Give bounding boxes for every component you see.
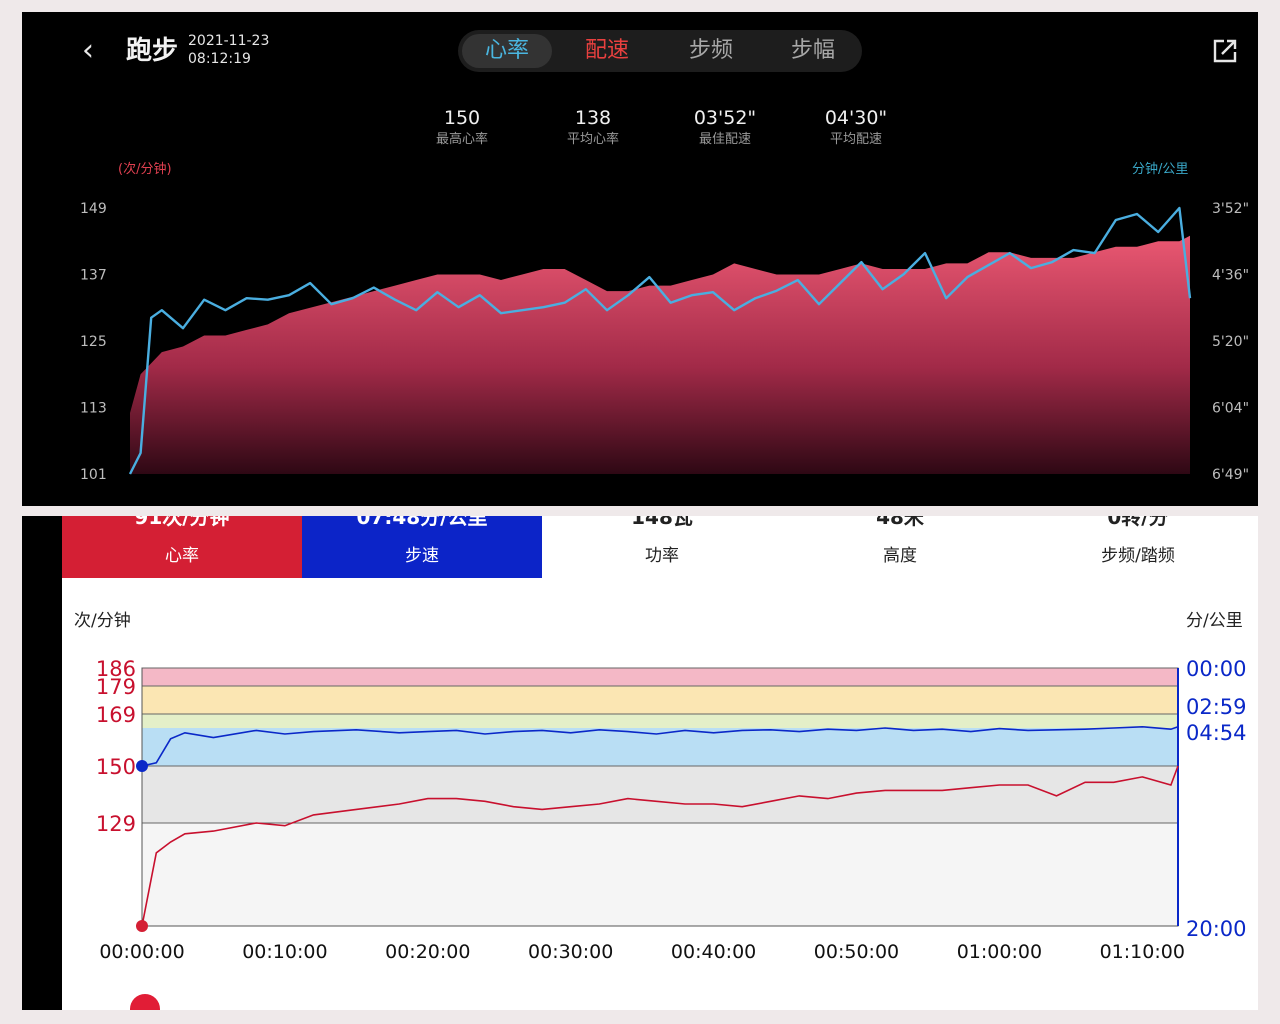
y2-tick-label: 4'36" bbox=[1212, 268, 1249, 284]
y2-tick-label: 3'52" bbox=[1212, 201, 1249, 217]
x-tick-label: 00:10:00 bbox=[242, 941, 327, 963]
heart-rate-start-dot bbox=[136, 920, 148, 932]
y-tick-label: 137 bbox=[80, 268, 107, 284]
tab-stride[interactable]: 步幅 bbox=[790, 38, 835, 63]
x-tick-label: 00:40:00 bbox=[671, 941, 756, 963]
y-tick-label: 150 bbox=[96, 755, 136, 779]
metric-value: 91次/分钟 bbox=[134, 516, 230, 529]
workout-datetime: 2021-11-23 08:12:19 bbox=[188, 32, 269, 68]
metric-label: 功率 bbox=[645, 546, 679, 566]
stat-max-heart-rate: 150 最高心率 bbox=[402, 106, 522, 150]
metric-label: 心率 bbox=[165, 546, 199, 566]
stat-label: 最高心率 bbox=[435, 132, 488, 147]
stat-avg-heart-rate: 138 平均心率 bbox=[533, 106, 653, 150]
tab-heart-rate[interactable]: 心率 bbox=[462, 34, 552, 68]
metric-label: 步频/踏频 bbox=[1101, 546, 1175, 566]
y2-tick-label: 6'49" bbox=[1212, 467, 1249, 483]
x-tick-label: 00:00:00 bbox=[99, 941, 184, 963]
metric-heart-rate[interactable]: 91次/分钟 心率 bbox=[62, 516, 302, 578]
stat-label: 平均心率 bbox=[566, 132, 619, 147]
tab-pace[interactable]: 配速 bbox=[584, 38, 629, 63]
workout-date: 2021-11-23 bbox=[188, 33, 270, 49]
scrub-handle[interactable] bbox=[130, 994, 160, 1010]
heart-rate-zone bbox=[142, 686, 1178, 714]
workout-detail-screen: 91次/分钟 心率 07:48分/公里 步速 148瓦 功率 48米 高度 0转… bbox=[22, 516, 1258, 1010]
stat-value: 03'52" bbox=[693, 107, 757, 129]
stat-value: 138 bbox=[574, 107, 612, 129]
y2-tick-label: 6'04" bbox=[1212, 401, 1249, 417]
y2-tick-label: 20:00 bbox=[1186, 917, 1247, 941]
x-tick-label: 00:50:00 bbox=[814, 941, 899, 963]
heart-rate-line bbox=[141, 765, 1179, 927]
tab-cadence[interactable]: 步频 bbox=[688, 38, 733, 63]
metric-label: 步速 bbox=[405, 546, 439, 566]
stat-best-pace: 03'52" 最佳配速 bbox=[665, 106, 785, 150]
y-tick-label: 186 bbox=[96, 657, 136, 681]
heart-rate-zone bbox=[142, 714, 1178, 728]
pace-start-dot bbox=[136, 760, 148, 772]
y-tick-label: 149 bbox=[80, 201, 107, 217]
metric-power[interactable]: 148瓦 功率 bbox=[542, 516, 782, 578]
metric-label: 高度 bbox=[883, 546, 917, 566]
y-tick-label: 129 bbox=[96, 812, 136, 836]
metric-tabbar: 心率 配速 步频 步幅 bbox=[458, 30, 862, 72]
heart-rate-unit-label: (次/分钟) bbox=[118, 162, 172, 177]
y-tick-label: 169 bbox=[96, 703, 136, 727]
workout-time: 08:12:19 bbox=[188, 51, 251, 67]
metric-value: 0转/分 bbox=[1107, 516, 1169, 529]
heart-rate-area bbox=[130, 235, 1190, 474]
top-chart: 149 137 125 113 101 3'52" 4'36" 5'20" 6'04" 6'49" bbox=[80, 201, 1249, 483]
y2-tick-label: 00:00 bbox=[1186, 657, 1247, 681]
x-tick-label: 00:20:00 bbox=[385, 941, 470, 963]
metric-value: 148瓦 bbox=[631, 516, 693, 529]
pace-line bbox=[128, 206, 1192, 475]
share-icon[interactable] bbox=[1210, 36, 1240, 66]
x-tick-label: 01:00:00 bbox=[957, 941, 1042, 963]
stat-value: 04'30" bbox=[824, 107, 888, 129]
metric-value: 07:48分/公里 bbox=[356, 516, 488, 529]
y-tick-label: 179 bbox=[96, 675, 136, 699]
y-tick-label: 125 bbox=[80, 334, 107, 350]
heart-rate-zone bbox=[142, 823, 1178, 926]
detail-content: 91次/分钟 心率 07:48分/公里 步速 148瓦 功率 48米 高度 0转… bbox=[62, 516, 1258, 1010]
metric-altitude[interactable]: 48米 高度 bbox=[780, 516, 1020, 578]
back-chevron-icon[interactable]: ‹ bbox=[82, 33, 94, 68]
stat-label: 平均配速 bbox=[829, 132, 882, 147]
pace-unit-label: 分/公里 bbox=[1186, 611, 1243, 631]
metric-value: 48米 bbox=[876, 516, 924, 529]
y-tick-label: 113 bbox=[80, 401, 107, 417]
pace-line bbox=[141, 725, 1179, 767]
stat-avg-pace: 04'30" 平均配速 bbox=[796, 106, 916, 150]
page-title: 跑步 bbox=[126, 36, 179, 66]
y2-tick-label: 5'20" bbox=[1212, 334, 1249, 350]
heart-rate-zone bbox=[142, 668, 1178, 686]
heart-rate-zone bbox=[142, 766, 1178, 823]
pace-unit-label: 分钟/公里 bbox=[1132, 162, 1189, 177]
metric-cadence[interactable]: 0转/分 步频/踏频 bbox=[1018, 516, 1258, 578]
x-tick-label: 00:30:00 bbox=[528, 941, 613, 963]
y2-tick-label: 04:54 bbox=[1186, 721, 1247, 745]
stat-label: 最佳配速 bbox=[698, 132, 751, 147]
metric-pace[interactable]: 07:48分/公里 步速 bbox=[302, 516, 542, 578]
x-tick-label: 01:10:00 bbox=[1100, 941, 1185, 963]
y2-tick-label: 02:59 bbox=[1186, 695, 1247, 719]
heart-rate-unit-label: 次/分钟 bbox=[74, 611, 131, 631]
y-tick-label: 101 bbox=[80, 467, 107, 483]
heart-rate-screen: 149 137 125 113 101 3'52" 4'36" 5'20" 6'04" 6'49"… bbox=[22, 12, 1258, 506]
stat-value: 150 bbox=[443, 107, 481, 129]
